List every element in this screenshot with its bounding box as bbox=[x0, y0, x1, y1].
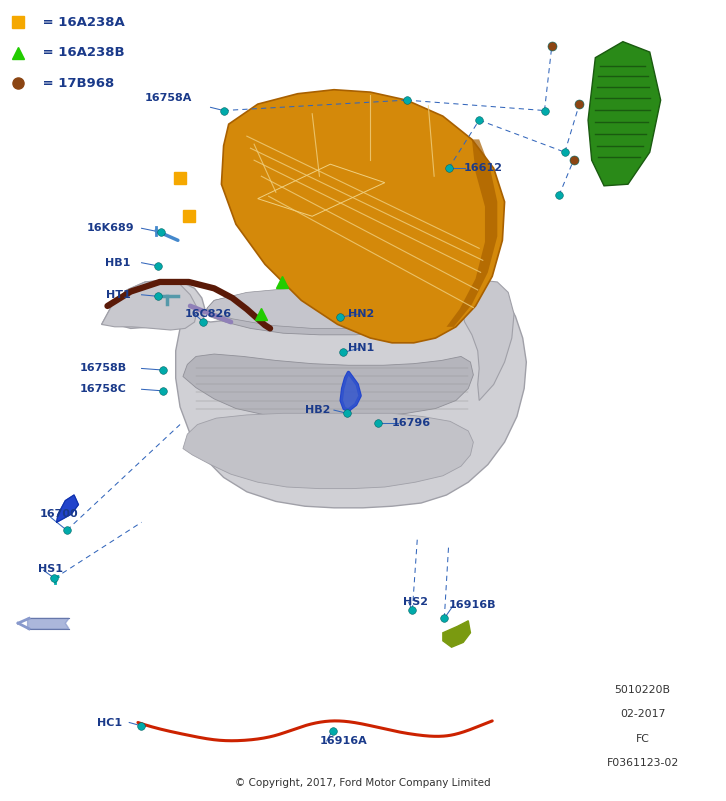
Text: HB1: HB1 bbox=[105, 258, 131, 268]
Text: 16758A: 16758A bbox=[145, 93, 192, 103]
Polygon shape bbox=[443, 621, 470, 647]
Polygon shape bbox=[588, 42, 661, 186]
Text: = 17B968: = 17B968 bbox=[38, 77, 115, 90]
Text: 16K689: 16K689 bbox=[86, 223, 134, 233]
Text: = 16A238A: = 16A238A bbox=[38, 16, 125, 29]
Text: 16700: 16700 bbox=[40, 509, 78, 519]
Text: HT1: HT1 bbox=[106, 290, 131, 300]
Text: HS1: HS1 bbox=[38, 564, 62, 574]
Text: = 16A238B: = 16A238B bbox=[38, 46, 125, 59]
Polygon shape bbox=[446, 139, 497, 327]
Text: HN1: HN1 bbox=[348, 344, 375, 353]
Text: HB2: HB2 bbox=[305, 405, 330, 415]
Text: © Copyright, 2017, Ford Motor Company Limited: © Copyright, 2017, Ford Motor Company Li… bbox=[235, 779, 491, 788]
Polygon shape bbox=[341, 372, 360, 410]
Text: HC1: HC1 bbox=[97, 718, 122, 727]
Polygon shape bbox=[183, 413, 473, 489]
Polygon shape bbox=[221, 90, 505, 343]
Text: 16916B: 16916B bbox=[449, 600, 496, 610]
Text: HS2: HS2 bbox=[403, 598, 428, 607]
Text: 16758C: 16758C bbox=[80, 384, 127, 394]
Polygon shape bbox=[207, 296, 457, 335]
Polygon shape bbox=[102, 280, 197, 330]
Polygon shape bbox=[102, 280, 526, 508]
Polygon shape bbox=[462, 280, 514, 400]
Text: 5010220B: 5010220B bbox=[614, 686, 671, 695]
Polygon shape bbox=[183, 354, 473, 418]
Text: HN2: HN2 bbox=[348, 309, 375, 319]
Polygon shape bbox=[57, 495, 78, 522]
Text: 16C826: 16C826 bbox=[185, 309, 232, 319]
Text: FC: FC bbox=[635, 734, 650, 743]
Text: 16758B: 16758B bbox=[80, 364, 127, 373]
Text: 02-2017: 02-2017 bbox=[620, 710, 665, 719]
Polygon shape bbox=[207, 288, 459, 328]
Text: 16916A: 16916A bbox=[319, 736, 367, 746]
Polygon shape bbox=[28, 618, 69, 629]
Text: 16796: 16796 bbox=[392, 418, 431, 428]
Text: F0361123-02: F0361123-02 bbox=[606, 758, 679, 767]
Text: 16612: 16612 bbox=[463, 163, 502, 173]
